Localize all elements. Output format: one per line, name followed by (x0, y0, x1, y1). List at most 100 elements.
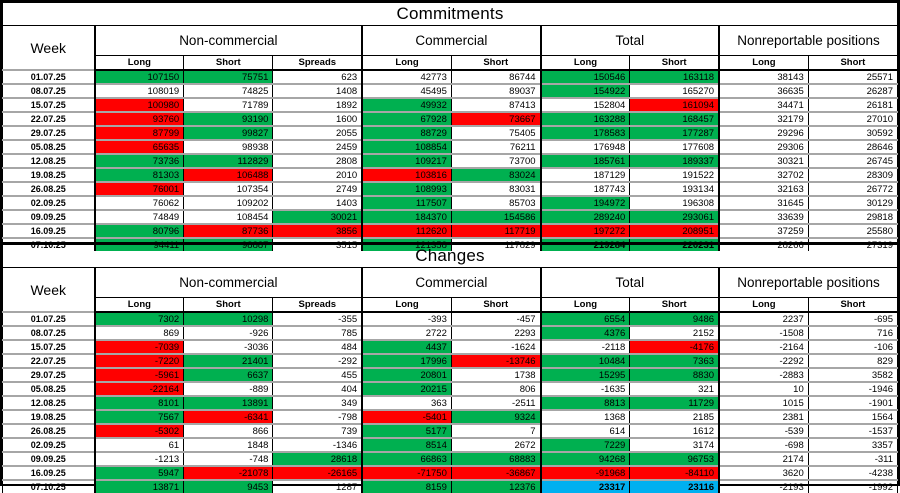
data-cell: 2672 (450, 437, 542, 452)
table-row: 19.08.25 81303 106488 2010 103816 83024 187129… (2, 167, 899, 182)
week-cell: 09.09.25 (2, 451, 95, 466)
data-cell: 208951 (629, 223, 720, 238)
data-cell: 8514 (361, 437, 452, 452)
data-cell: -355 (272, 311, 363, 326)
table-row: 16.09.25 5947 -21078 -26165 -71750 -36867 -919… (2, 465, 899, 480)
data-cell: 11729 (629, 395, 720, 410)
data-cell: 89037 (450, 83, 542, 98)
data-cell: 73667 (450, 111, 542, 126)
week-cell: 19.08.25 (2, 409, 95, 424)
data-cell: -22164 (93, 381, 185, 396)
table-row: 08.07.25 108019 74825 1408 45495 89037 154922 1… (2, 83, 899, 98)
data-cell: -4176 (629, 339, 720, 354)
data-cell: 33639 (718, 209, 809, 224)
data-cell: 806 (450, 381, 542, 396)
data-cell: 93190 (183, 111, 274, 126)
table-row: 26.08.25 76001 107354 2749 108993 83031 187743… (2, 181, 899, 196)
column-header-total-short: Short (629, 297, 720, 313)
data-cell: 154922 (539, 83, 631, 98)
group-header-nonreportable-positions: Nonreportable positions (718, 25, 899, 56)
data-cell: 76001 (93, 181, 185, 196)
data-cell: 17996 (361, 353, 452, 368)
data-cell: -1508 (718, 325, 809, 340)
data-cell: -1346 (272, 437, 363, 452)
data-cell: 27010 (807, 111, 899, 126)
data-cell: 2174 (718, 451, 809, 466)
data-cell: 32163 (718, 181, 809, 196)
data-cell: 3620 (718, 465, 809, 480)
data-cell: 1738 (450, 367, 542, 382)
week-cell: 02.09.25 (2, 437, 95, 452)
data-cell: -2118 (539, 339, 631, 354)
data-cell: 2010 (272, 167, 363, 182)
data-cell: 191522 (629, 167, 720, 182)
data-cell: -393 (361, 311, 452, 326)
data-cell: 21401 (183, 353, 274, 368)
week-cell: 22.07.25 (2, 353, 95, 368)
data-cell: 177608 (629, 139, 720, 154)
week-cell: 05.08.25 (2, 139, 95, 154)
data-cell: 2293 (450, 325, 542, 340)
week-cell: 07.10.25 (2, 479, 95, 493)
week-cell: 05.08.25 (2, 381, 95, 396)
data-cell: 189337 (629, 153, 720, 168)
data-cell: -2164 (718, 339, 809, 354)
data-cell: 1612 (629, 423, 720, 438)
week-cell: 09.09.25 (2, 209, 95, 224)
data-cell: 2152 (629, 325, 720, 340)
table-row: 05.08.25 -22164 -889 404 20215 806 -1635 321 10-… (2, 381, 899, 396)
data-cell: 363 (361, 395, 452, 410)
week-cell: 16.09.25 (2, 465, 95, 480)
data-cell: 869 (93, 325, 185, 340)
data-cell: -2193 (718, 479, 809, 493)
data-cell: 76062 (93, 195, 185, 210)
table-row: 29.07.25 87799 99827 2055 88729 75405 178583 17… (2, 125, 899, 140)
changes-title: Changes (2, 244, 898, 268)
data-cell: 109202 (183, 195, 274, 210)
column-header-nonreportable-positions-long: Long (718, 55, 809, 71)
week-cell: 19.08.25 (2, 167, 95, 182)
column-header-commercial-long: Long (361, 55, 452, 71)
column-header-total-long: Long (539, 297, 631, 313)
data-cell: 87736 (183, 223, 274, 238)
data-cell: 6637 (183, 367, 274, 382)
data-cell: 67928 (361, 111, 452, 126)
data-cell: 614 (539, 423, 631, 438)
data-cell: 12376 (450, 479, 542, 493)
data-cell: 829 (807, 353, 899, 368)
data-cell: 154586 (450, 209, 542, 224)
data-cell: 25580 (807, 223, 899, 238)
data-cell: 8159 (361, 479, 452, 493)
data-cell: 26772 (807, 181, 899, 196)
data-cell: 193134 (629, 181, 720, 196)
data-cell: -4238 (807, 465, 899, 480)
data-cell: -71750 (361, 465, 452, 480)
column-header-non-commercial-spreads: Spreads (272, 297, 363, 313)
data-cell: 32179 (718, 111, 809, 126)
group-header-total: Total (539, 25, 720, 56)
data-cell: 9486 (629, 311, 720, 326)
data-cell: 7229 (539, 437, 631, 452)
column-header-total-long: Long (539, 55, 631, 71)
data-cell: 185761 (539, 153, 631, 168)
data-cell: -3036 (183, 339, 274, 354)
data-cell: 8830 (629, 367, 720, 382)
week-cell: 12.08.25 (2, 153, 95, 168)
data-cell: 6554 (539, 311, 631, 326)
data-cell: 10484 (539, 353, 631, 368)
week-cell: 29.07.25 (2, 125, 95, 140)
data-cell: 404 (272, 381, 363, 396)
data-cell: 10 (718, 381, 809, 396)
data-cell: 168457 (629, 111, 720, 126)
data-cell: 108854 (361, 139, 452, 154)
data-cell: -5302 (93, 423, 185, 438)
data-cell: 26181 (807, 97, 899, 112)
data-cell: 30592 (807, 125, 899, 140)
data-cell: 75751 (183, 69, 274, 84)
data-cell: 7567 (93, 409, 185, 424)
data-cell: 716 (807, 325, 899, 340)
data-cell: 484 (272, 339, 363, 354)
column-header-nonreportable-positions-short: Short (807, 55, 899, 71)
data-cell: 9453 (183, 479, 274, 493)
data-cell: 28646 (807, 139, 899, 154)
